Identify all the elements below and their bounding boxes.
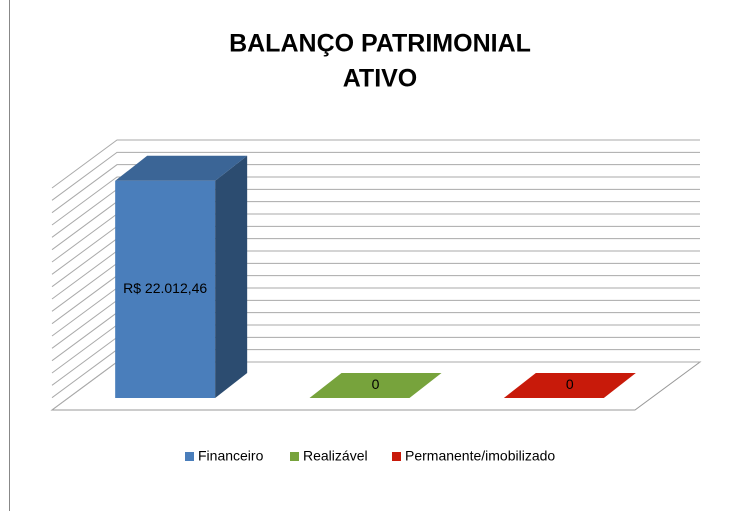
bar-top [309, 373, 442, 398]
bar [309, 373, 442, 398]
legend-label: Financeiro [198, 448, 264, 464]
legend-swatch [185, 452, 194, 461]
data-label: 0 [372, 376, 380, 392]
grid-line [51, 176, 700, 226]
grid-line [51, 164, 700, 214]
legend-swatch [290, 452, 299, 461]
bar-side [215, 155, 248, 398]
data-label: 0 [566, 376, 574, 392]
bar [115, 155, 248, 398]
grid-line [51, 139, 700, 189]
bar-top [503, 373, 636, 398]
bar-top [115, 155, 248, 181]
bar [503, 373, 636, 398]
legend-label: Permanente/imobilizado [405, 448, 555, 464]
chart-subtitle: ATIVO [343, 65, 418, 93]
bar-front [115, 180, 216, 398]
legend-label: Realizável [303, 448, 368, 464]
grid-line [51, 151, 700, 201]
chart-title: BALANÇO PATRIMONIAL [229, 30, 531, 58]
data-label: R$ 22.012,46 [123, 280, 207, 296]
legend-swatch [392, 452, 401, 461]
